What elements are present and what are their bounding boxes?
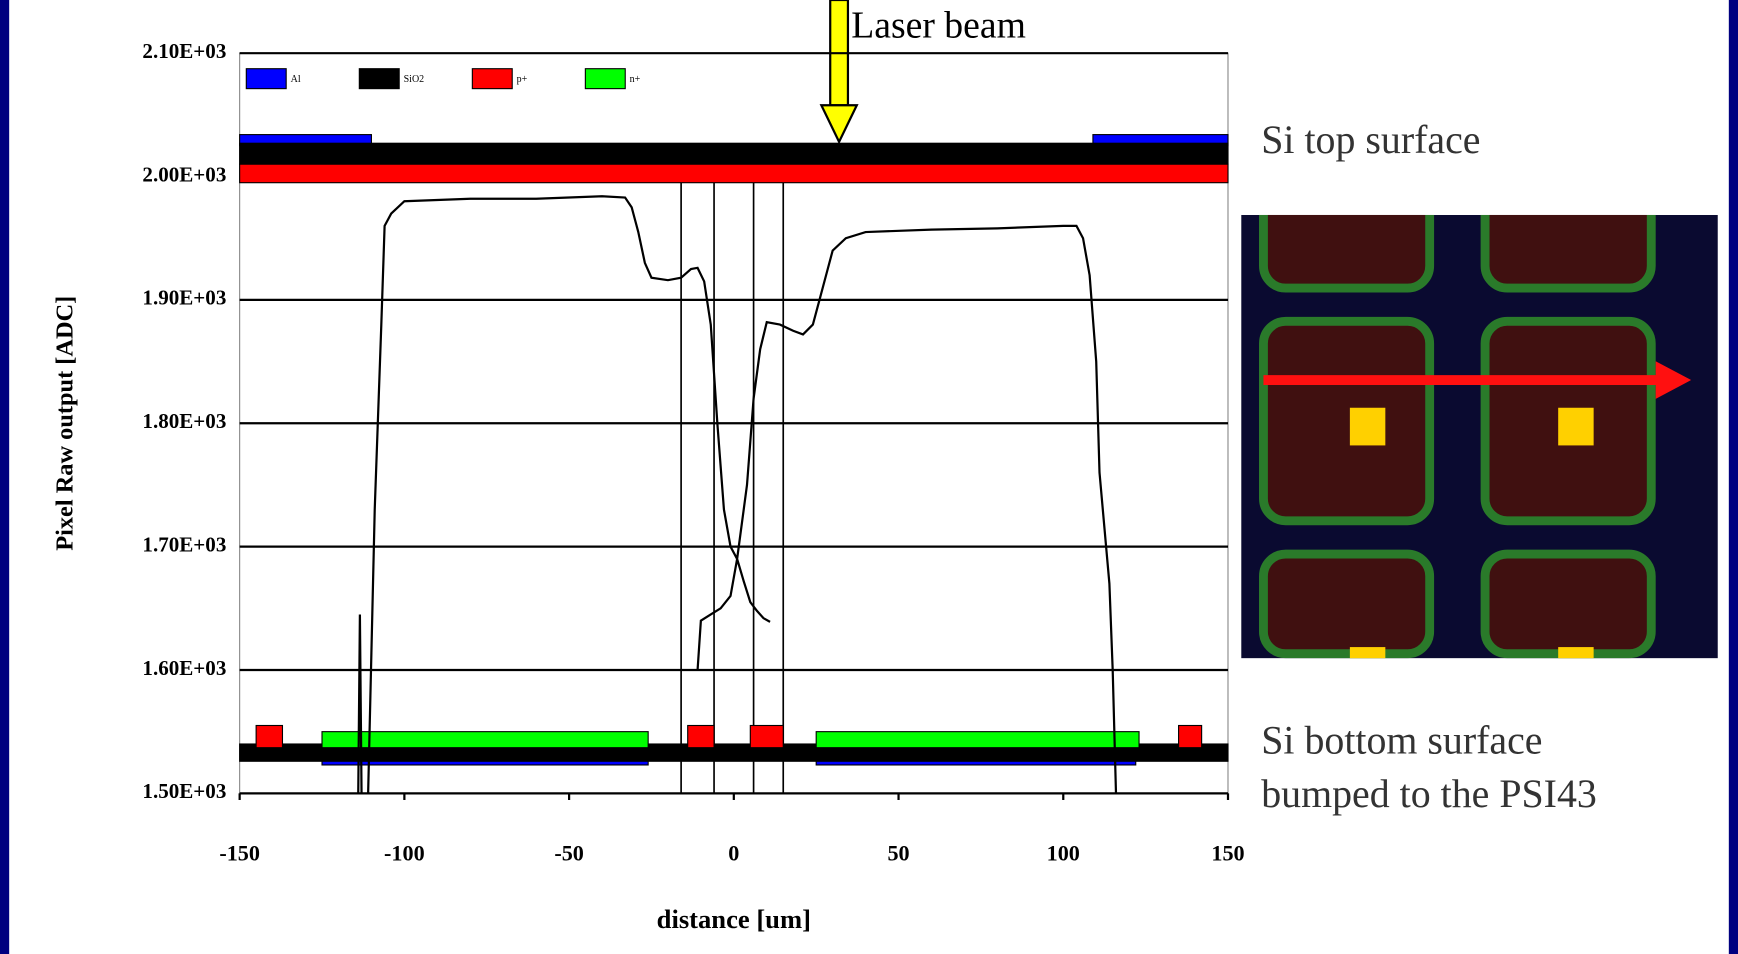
legend-swatch bbox=[584, 68, 626, 90]
x-tick-label: -150 bbox=[219, 840, 260, 865]
annotation: Si bottom surface bbox=[1261, 718, 1542, 763]
x-tick-label: -50 bbox=[554, 840, 584, 865]
y-tick-label: 2.10E+03 bbox=[142, 39, 226, 63]
layer-segment bbox=[239, 743, 1229, 762]
layer-segment bbox=[239, 142, 1229, 165]
legend-swatch bbox=[245, 68, 287, 90]
legend-swatch bbox=[471, 68, 513, 90]
layer-segment bbox=[255, 724, 284, 749]
x-axis-title: distance [um] bbox=[657, 904, 811, 934]
legend-label: n+ bbox=[630, 74, 641, 85]
layout-image bbox=[1241, 166, 1718, 659]
layer-segment bbox=[749, 724, 784, 749]
y-axis-title: Pixel Raw output [ADC] bbox=[51, 296, 78, 551]
layer-segment bbox=[1178, 724, 1203, 749]
legend-label: SiO2 bbox=[404, 74, 425, 85]
x-tick-label: 150 bbox=[1211, 840, 1244, 865]
y-tick-label: 2.00E+03 bbox=[142, 162, 226, 186]
y-tick-label: 1.70E+03 bbox=[142, 532, 226, 556]
legend-label: Al bbox=[291, 74, 301, 85]
y-tick-label: 1.90E+03 bbox=[142, 286, 226, 310]
y-tick-label: 1.80E+03 bbox=[142, 409, 226, 433]
x-tick-label: 100 bbox=[1047, 840, 1080, 865]
x-tick-label: 0 bbox=[728, 840, 739, 865]
y-tick-label: 1.50E+03 bbox=[142, 779, 226, 803]
layer-segment bbox=[239, 163, 1229, 184]
y-tick-label: 1.60E+03 bbox=[142, 656, 226, 680]
annotation: bumped to the PSI43 bbox=[1261, 771, 1597, 816]
layer-segment bbox=[687, 724, 715, 749]
x-tick-label: 50 bbox=[887, 840, 909, 865]
data-line bbox=[357, 195, 1118, 794]
x-tick-label: -100 bbox=[384, 840, 425, 865]
layer-segment bbox=[815, 731, 1140, 749]
annotation: Si top surface bbox=[1261, 117, 1480, 162]
legend-label: p+ bbox=[517, 74, 528, 85]
layer-segment bbox=[321, 731, 649, 749]
legend-swatch bbox=[358, 68, 400, 90]
annotation: Laser beam bbox=[851, 4, 1026, 46]
